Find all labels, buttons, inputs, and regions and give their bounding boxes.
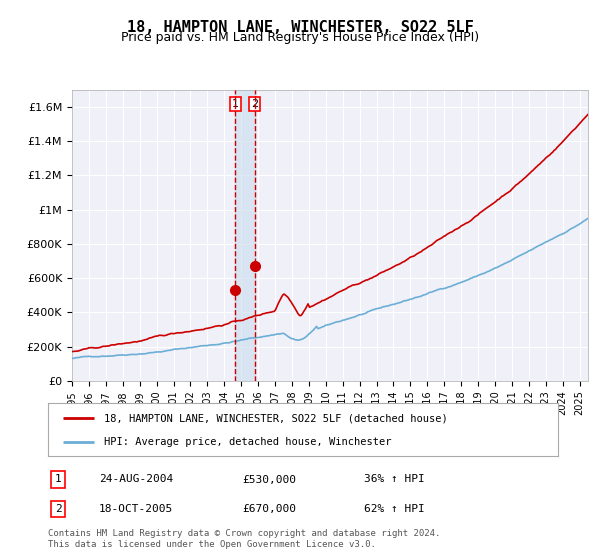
Text: £670,000: £670,000 — [242, 504, 296, 514]
Text: 2: 2 — [55, 504, 62, 514]
Text: 18-OCT-2005: 18-OCT-2005 — [99, 504, 173, 514]
Text: 24-AUG-2004: 24-AUG-2004 — [99, 474, 173, 484]
Text: 2: 2 — [251, 99, 258, 109]
Text: Price paid vs. HM Land Registry's House Price Index (HPI): Price paid vs. HM Land Registry's House … — [121, 31, 479, 44]
Bar — [235, 90, 255, 381]
Text: HPI: Average price, detached house, Winchester: HPI: Average price, detached house, Winc… — [104, 436, 392, 446]
Text: 36% ↑ HPI: 36% ↑ HPI — [364, 474, 425, 484]
Text: Contains HM Land Registry data © Crown copyright and database right 2024.
This d: Contains HM Land Registry data © Crown c… — [48, 529, 440, 549]
Text: 18, HAMPTON LANE, WINCHESTER, SO22 5LF: 18, HAMPTON LANE, WINCHESTER, SO22 5LF — [127, 20, 473, 35]
Text: 1: 1 — [232, 99, 239, 109]
Text: 18, HAMPTON LANE, WINCHESTER, SO22 5LF (detached house): 18, HAMPTON LANE, WINCHESTER, SO22 5LF (… — [104, 413, 448, 423]
Text: £530,000: £530,000 — [242, 474, 296, 484]
Text: 62% ↑ HPI: 62% ↑ HPI — [364, 504, 425, 514]
Text: 1: 1 — [55, 474, 62, 484]
